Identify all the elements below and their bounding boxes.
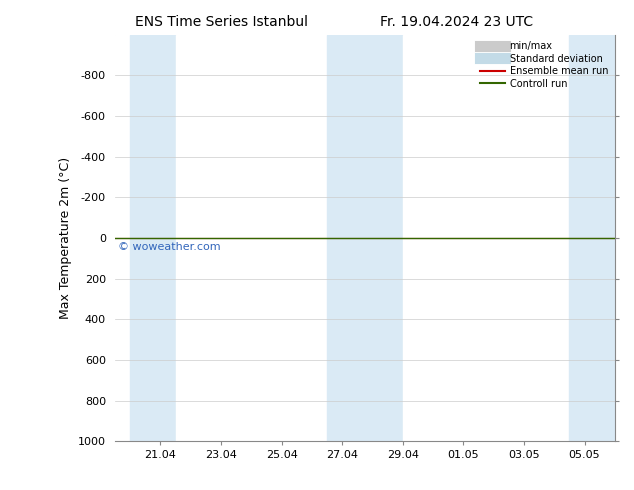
Bar [176, 35, 327, 441]
Bar [115, 35, 130, 441]
Bar [403, 35, 569, 441]
Text: © woweather.com: © woweather.com [118, 242, 221, 252]
Bar [569, 35, 615, 441]
Legend: min/max, Standard deviation, Ensemble mean run, Controll run: min/max, Standard deviation, Ensemble me… [479, 40, 610, 91]
Y-axis label: Max Temperature 2m (°C): Max Temperature 2m (°C) [60, 157, 72, 319]
Text: Fr. 19.04.2024 23 UTC: Fr. 19.04.2024 23 UTC [380, 15, 533, 29]
Bar [327, 35, 403, 441]
Bar [130, 35, 176, 441]
Text: ENS Time Series Istanbul: ENS Time Series Istanbul [136, 15, 308, 29]
